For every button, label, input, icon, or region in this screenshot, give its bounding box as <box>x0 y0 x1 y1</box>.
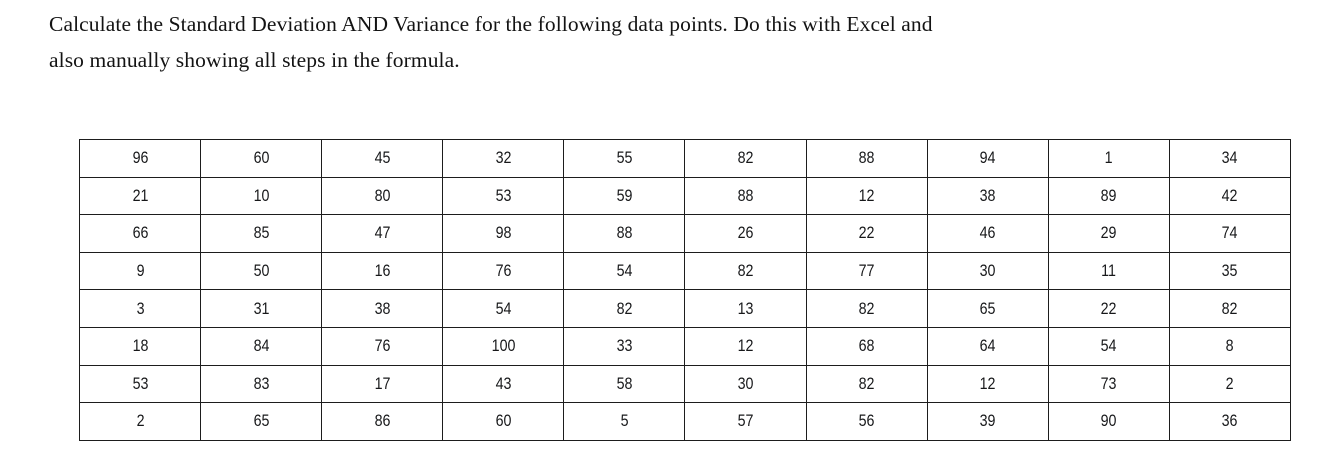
table-cell: 77 <box>815 251 918 291</box>
table-cell: 58 <box>573 364 676 404</box>
table-cell: 82 <box>1178 289 1282 328</box>
table-row: 21 10 80 53 59 88 12 38 89 42 <box>80 176 1291 216</box>
table-cell: 65 <box>209 402 313 441</box>
table-cell: 86 <box>330 402 434 441</box>
table-cell: 18 <box>88 326 192 366</box>
table-cell: 43 <box>452 364 555 404</box>
table-cell: 32 <box>452 139 555 178</box>
table-cell: 1 <box>1057 139 1161 178</box>
table-cell: 2 <box>1178 364 1282 404</box>
table-cell: 31 <box>209 289 313 328</box>
table-cell: 9 <box>88 251 192 291</box>
table-cell: 65 <box>936 289 1039 328</box>
table-cell: 35 <box>1178 251 1282 291</box>
table-cell: 60 <box>452 402 555 441</box>
table-cell: 12 <box>815 176 918 216</box>
table-cell: 96 <box>88 139 192 178</box>
table-cell: 90 <box>1057 402 1161 441</box>
table-cell: 88 <box>694 176 797 216</box>
data-points-table-container: 96 60 45 32 55 82 88 94 1 34 21 10 80 53… <box>79 139 1290 441</box>
table-cell: 39 <box>936 402 1039 441</box>
table-cell: 83 <box>209 364 313 404</box>
table-cell: 33 <box>573 326 676 366</box>
table-cell: 13 <box>694 289 797 328</box>
table-cell: 73 <box>1057 364 1161 404</box>
prompt-line-1: Calculate the Standard Deviation AND Var… <box>49 12 933 36</box>
table-cell: 8 <box>1178 326 1282 366</box>
table-cell: 88 <box>573 214 676 253</box>
table-row: 96 60 45 32 55 82 88 94 1 34 <box>80 139 1291 178</box>
table-cell: 84 <box>209 326 313 366</box>
table-cell: 82 <box>815 289 918 328</box>
table-cell: 76 <box>452 251 555 291</box>
table-cell: 68 <box>815 326 918 366</box>
table-row: 2 65 86 60 5 57 56 39 90 36 <box>80 402 1291 441</box>
table-row: 66 85 47 98 88 26 22 46 29 74 <box>80 214 1291 253</box>
table-cell: 10 <box>209 176 313 216</box>
table-cell: 88 <box>815 139 918 178</box>
table-cell: 56 <box>815 402 918 441</box>
table-row: 53 83 17 43 58 30 82 12 73 2 <box>80 364 1291 404</box>
table-cell: 12 <box>936 364 1039 404</box>
table-cell: 38 <box>330 289 434 328</box>
data-points-table-body: 96 60 45 32 55 82 88 94 1 34 21 10 80 53… <box>80 139 1291 441</box>
table-cell: 64 <box>936 326 1039 366</box>
table-cell: 53 <box>452 176 555 216</box>
table-cell: 16 <box>330 251 434 291</box>
table-cell: 12 <box>694 326 797 366</box>
table-cell: 89 <box>1057 176 1161 216</box>
table-cell: 60 <box>209 139 313 178</box>
table-cell: 54 <box>573 251 676 291</box>
table-cell: 22 <box>815 214 918 253</box>
table-cell: 46 <box>936 214 1039 253</box>
prompt-line-2: also manually showing all steps in the f… <box>49 48 460 72</box>
table-cell: 82 <box>694 139 797 178</box>
table-cell: 98 <box>452 214 555 253</box>
table-cell: 59 <box>573 176 676 216</box>
table-cell: 82 <box>573 289 676 328</box>
table-cell: 76 <box>330 326 434 366</box>
table-row: 3 31 38 54 82 13 82 65 22 82 <box>80 289 1291 328</box>
table-cell: 3 <box>88 289 192 328</box>
table-cell: 21 <box>88 176 192 216</box>
question-prompt: Calculate the Standard Deviation AND Var… <box>49 6 1294 78</box>
table-cell: 80 <box>330 176 434 216</box>
table-cell: 53 <box>88 364 192 404</box>
table-cell: 22 <box>1057 289 1161 328</box>
table-cell: 17 <box>330 364 434 404</box>
table-row: 18 84 76 100 33 12 68 64 54 8 <box>80 326 1291 366</box>
table-cell: 2 <box>88 402 192 441</box>
table-cell: 54 <box>1057 326 1161 366</box>
table-cell: 94 <box>936 139 1039 178</box>
table-cell: 50 <box>209 251 313 291</box>
table-cell: 26 <box>694 214 797 253</box>
table-cell: 82 <box>815 364 918 404</box>
data-points-table: 96 60 45 32 55 82 88 94 1 34 21 10 80 53… <box>79 139 1291 441</box>
table-cell: 74 <box>1178 214 1282 253</box>
table-cell: 34 <box>1178 139 1282 178</box>
table-cell: 11 <box>1057 251 1161 291</box>
table-cell: 30 <box>936 251 1039 291</box>
table-cell: 45 <box>330 139 434 178</box>
table-cell: 29 <box>1057 214 1161 253</box>
table-cell: 36 <box>1178 402 1282 441</box>
table-cell: 5 <box>573 402 676 441</box>
table-cell: 100 <box>452 326 555 366</box>
table-cell: 66 <box>88 214 192 253</box>
table-cell: 30 <box>694 364 797 404</box>
table-cell: 38 <box>936 176 1039 216</box>
table-cell: 42 <box>1178 176 1282 216</box>
table-row: 9 50 16 76 54 82 77 30 11 35 <box>80 251 1291 291</box>
table-cell: 82 <box>694 251 797 291</box>
table-cell: 57 <box>694 402 797 441</box>
table-cell: 54 <box>452 289 555 328</box>
table-cell: 85 <box>209 214 313 253</box>
table-cell: 55 <box>573 139 676 178</box>
table-cell: 47 <box>330 214 434 253</box>
